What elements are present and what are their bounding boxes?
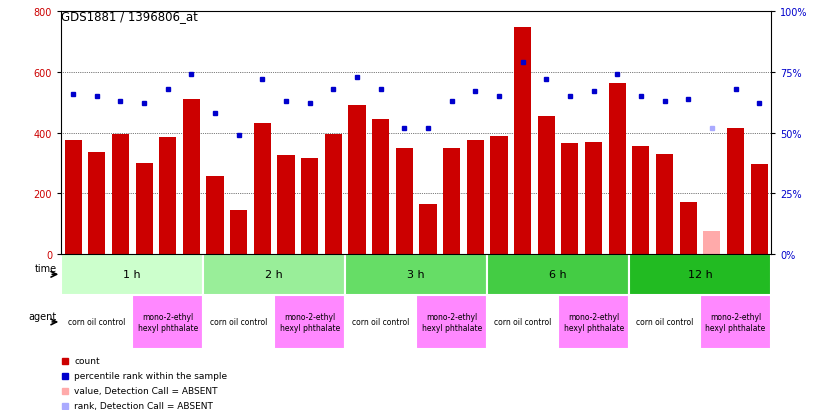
Bar <box>183 100 200 254</box>
Bar <box>514 28 531 254</box>
Bar <box>301 159 318 254</box>
Bar <box>396 148 413 254</box>
Bar <box>632 147 650 254</box>
Text: mono-2-ethyl
hexyl phthalate: mono-2-ethyl hexyl phthalate <box>422 313 481 332</box>
Bar <box>609 83 626 254</box>
Text: mono-2-ethyl
hexyl phthalate: mono-2-ethyl hexyl phthalate <box>138 313 197 332</box>
Bar <box>135 164 153 254</box>
Text: percentile rank within the sample: percentile rank within the sample <box>74 371 228 380</box>
Bar <box>348 106 366 254</box>
Bar <box>372 120 389 254</box>
Bar <box>629 295 700 349</box>
Bar <box>230 210 247 254</box>
Bar <box>274 295 345 349</box>
Bar <box>751 165 768 254</box>
Bar <box>680 203 697 254</box>
Bar <box>416 295 487 349</box>
Bar <box>585 142 602 254</box>
Bar <box>325 135 342 254</box>
Text: corn oil control: corn oil control <box>68 318 126 327</box>
Bar <box>88 153 105 254</box>
Bar <box>443 148 460 254</box>
Bar <box>700 295 771 349</box>
Bar <box>419 204 437 254</box>
Bar <box>254 124 271 254</box>
Text: rank, Detection Call = ABSENT: rank, Detection Call = ABSENT <box>74 401 213 411</box>
Bar <box>656 154 673 254</box>
Bar <box>61 254 203 295</box>
Bar <box>206 177 224 254</box>
Text: GDS1881 / 1396806_at: GDS1881 / 1396806_at <box>61 10 198 23</box>
Text: 1 h: 1 h <box>123 270 141 280</box>
Bar <box>277 156 295 254</box>
Bar <box>345 254 487 295</box>
Bar <box>703 231 721 254</box>
Text: time: time <box>35 263 57 273</box>
Text: value, Detection Call = ABSENT: value, Detection Call = ABSENT <box>74 387 218 395</box>
Text: 12 h: 12 h <box>688 270 712 280</box>
Bar <box>727 129 744 254</box>
Bar <box>112 135 129 254</box>
Bar <box>629 254 771 295</box>
Bar <box>538 116 555 254</box>
Bar <box>203 295 274 349</box>
Bar <box>558 295 629 349</box>
Bar <box>487 254 629 295</box>
Bar <box>132 295 203 349</box>
Text: 2 h: 2 h <box>265 270 283 280</box>
Text: agent: agent <box>29 311 57 321</box>
Text: 6 h: 6 h <box>549 270 567 280</box>
Text: mono-2-ethyl
hexyl phthalate: mono-2-ethyl hexyl phthalate <box>706 313 765 332</box>
Bar <box>61 295 132 349</box>
Text: mono-2-ethyl
hexyl phthalate: mono-2-ethyl hexyl phthalate <box>564 313 623 332</box>
Text: corn oil control: corn oil control <box>210 318 268 327</box>
Bar <box>345 295 416 349</box>
Text: corn oil control: corn oil control <box>636 318 694 327</box>
Text: corn oil control: corn oil control <box>352 318 410 327</box>
Bar <box>203 254 345 295</box>
Bar <box>561 144 579 254</box>
Text: corn oil control: corn oil control <box>494 318 552 327</box>
Text: 3 h: 3 h <box>407 270 425 280</box>
Bar <box>490 136 508 254</box>
Text: mono-2-ethyl
hexyl phthalate: mono-2-ethyl hexyl phthalate <box>280 313 339 332</box>
Bar <box>64 141 82 254</box>
Bar <box>159 138 176 254</box>
Bar <box>487 295 558 349</box>
Bar <box>467 141 484 254</box>
Text: count: count <box>74 356 100 366</box>
